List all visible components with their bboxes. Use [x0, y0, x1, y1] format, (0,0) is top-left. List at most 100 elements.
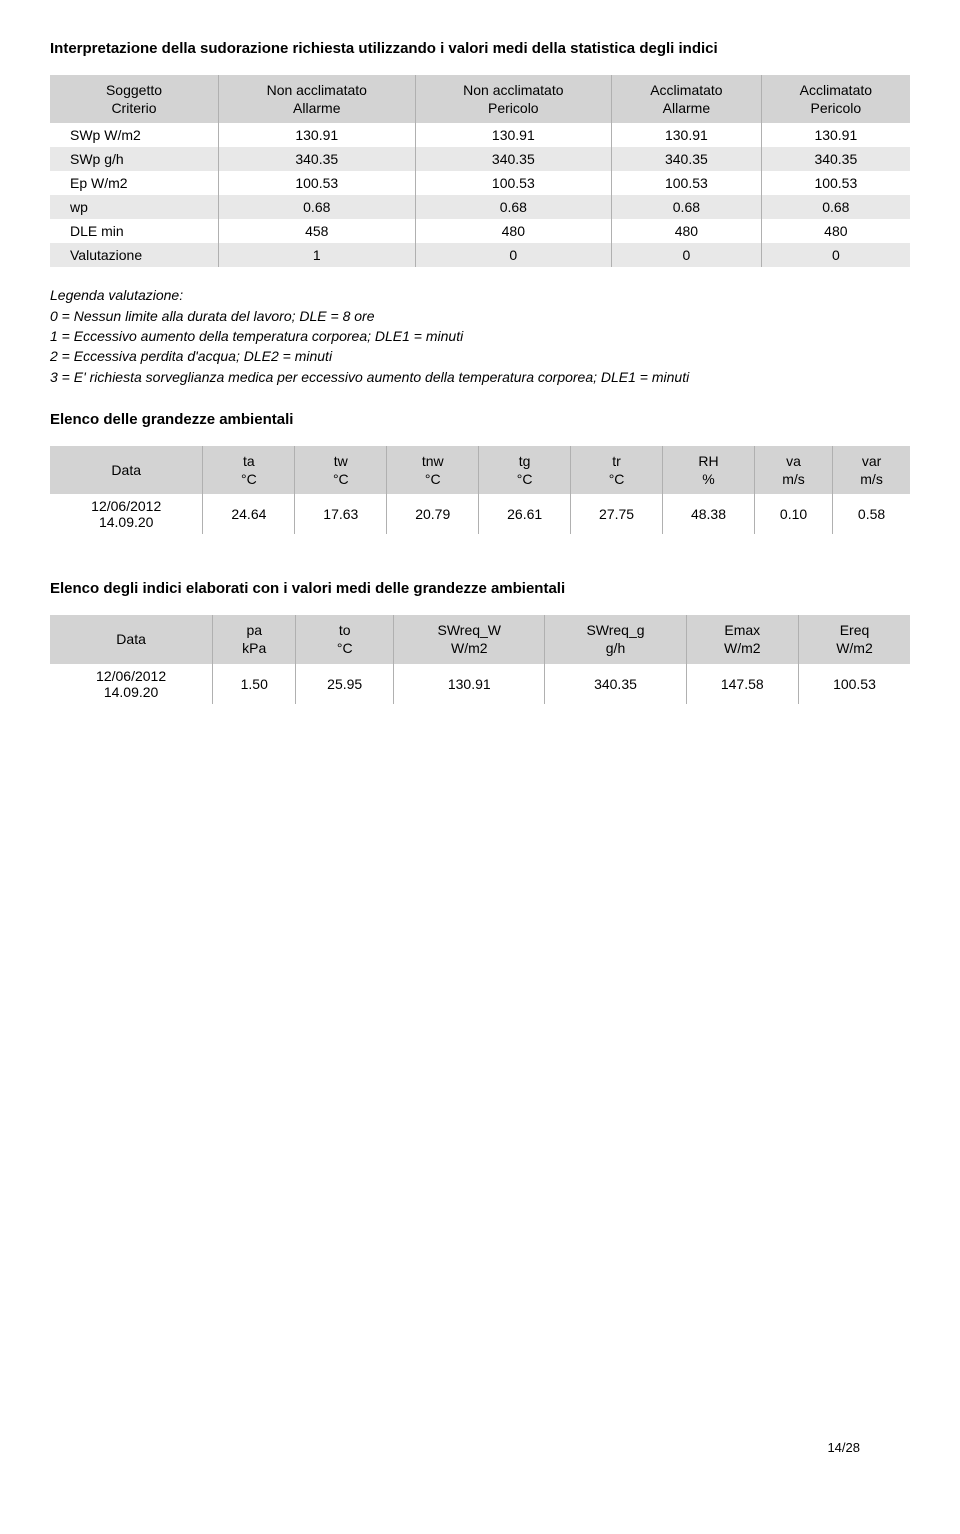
th: g/h: [606, 640, 625, 656]
cell: 1.50: [213, 664, 296, 704]
cell: 458: [219, 219, 416, 243]
th: kPa: [242, 640, 266, 656]
cell: 27.75: [571, 494, 663, 534]
section2-title: Elenco delle grandezze ambientali: [50, 411, 910, 428]
th: SWreq_W: [437, 622, 501, 638]
th: tg: [519, 453, 531, 469]
cell: 480: [415, 219, 612, 243]
cell: wp: [50, 195, 219, 219]
cell: 100.53: [612, 171, 762, 195]
table-ambient: Data ta°C tw°C tnw°C tg°C tr°C RH% vam/s…: [50, 446, 910, 534]
cell: 340.35: [761, 147, 910, 171]
cell: 147.58: [686, 664, 798, 704]
th: Pericolo: [488, 100, 539, 116]
th: W/m2: [451, 640, 488, 656]
cell: 480: [761, 219, 910, 243]
cell: 340.35: [612, 147, 762, 171]
th: W/m2: [724, 640, 761, 656]
cell: 0: [612, 243, 762, 267]
th: tnw: [422, 453, 444, 469]
cell: 100.53: [219, 171, 416, 195]
th: var: [862, 453, 881, 469]
th: Acclimatato: [650, 82, 722, 98]
th: va: [786, 453, 801, 469]
cell: 14.09.20: [104, 684, 159, 700]
table-row: Ep W/m2 100.53 100.53 100.53 100.53: [50, 171, 910, 195]
cell: Ep W/m2: [50, 171, 219, 195]
cell: 100.53: [415, 171, 612, 195]
cell: 340.35: [219, 147, 416, 171]
cell: 130.91: [612, 123, 762, 147]
th: Allarme: [293, 100, 340, 116]
cell: 26.61: [479, 494, 571, 534]
th: Pericolo: [811, 100, 862, 116]
cell: 0.58: [833, 494, 910, 534]
th: °C: [425, 471, 441, 487]
cell: 17.63: [295, 494, 387, 534]
th: Soggetto: [106, 82, 162, 98]
table-row: SWp g/h 340.35 340.35 340.35 340.35: [50, 147, 910, 171]
cell: 130.91: [219, 123, 416, 147]
cell: 480: [612, 219, 762, 243]
th: °C: [609, 471, 625, 487]
table-row: Valutazione 1 0 0 0: [50, 243, 910, 267]
page-number: 14/28: [827, 1440, 860, 1455]
th: Acclimatato: [800, 82, 872, 98]
cell: 1: [219, 243, 416, 267]
th: pa: [246, 622, 262, 638]
th: °C: [241, 471, 257, 487]
cell: DLE min: [50, 219, 219, 243]
th: Data: [111, 462, 141, 478]
table-row: DLE min 458 480 480 480: [50, 219, 910, 243]
cell: 0.10: [754, 494, 832, 534]
th: m/s: [782, 471, 805, 487]
cell: Valutazione: [50, 243, 219, 267]
cell: 340.35: [545, 664, 686, 704]
legend-line: 1 = Eccessivo aumento della temperatura …: [50, 328, 463, 344]
th: SWreq_g: [586, 622, 644, 638]
cell: 100.53: [761, 171, 910, 195]
legend-line: 3 = E' richiesta sorveglianza medica per…: [50, 369, 689, 385]
table-row: 12/06/2012 14.09.20 24.64 17.63 20.79 26…: [50, 494, 910, 534]
th: Ereq: [840, 622, 870, 638]
th: Data: [116, 631, 146, 647]
cell: 340.35: [415, 147, 612, 171]
legend-line: 2 = Eccessiva perdita d'acqua; DLE2 = mi…: [50, 348, 332, 364]
cell: 14.09.20: [99, 514, 154, 530]
th: tw: [334, 453, 348, 469]
cell: 0: [415, 243, 612, 267]
th: m/s: [860, 471, 883, 487]
cell: 48.38: [663, 494, 755, 534]
th: Criterio: [111, 100, 156, 116]
table-interpretation: Soggetto Criterio Non acclimatato Allarm…: [50, 75, 910, 267]
cell: 130.91: [761, 123, 910, 147]
th: °C: [337, 640, 353, 656]
cell: SWp W/m2: [50, 123, 219, 147]
cell: 130.91: [415, 123, 612, 147]
cell: 130.91: [394, 664, 545, 704]
table-row: SWp W/m2 130.91 130.91 130.91 130.91: [50, 123, 910, 147]
table-indices: Data pa kPa to °C SWreq_W W/m2 SWreq_g g/h E…: [50, 615, 910, 703]
table-row: 12/06/2012 14.09.20 1.50 25.95 130.91 34…: [50, 664, 910, 704]
cell: 20.79: [387, 494, 479, 534]
cell: 24.64: [203, 494, 295, 534]
cell: SWp g/h: [50, 147, 219, 171]
cell: 0.68: [415, 195, 612, 219]
th: Non acclimatato: [267, 82, 367, 98]
cell: 100.53: [798, 664, 910, 704]
th: °C: [333, 471, 349, 487]
section3-title: Elenco degli indici elaborati con i valo…: [50, 580, 910, 597]
table1-body: SWp W/m2 130.91 130.91 130.91 130.91 SWp…: [50, 123, 910, 267]
legend-block: Legenda valutazione: 0 = Nessun limite a…: [50, 285, 910, 386]
cell: 0: [761, 243, 910, 267]
cell: 0.68: [219, 195, 416, 219]
th: Emax: [724, 622, 760, 638]
th: Allarme: [663, 100, 710, 116]
section1-title: Interpretazione della sudorazione richie…: [50, 40, 910, 57]
th: ta: [243, 453, 255, 469]
th: °C: [517, 471, 533, 487]
cell: 25.95: [296, 664, 394, 704]
legend-line: Legenda valutazione:: [50, 287, 183, 303]
th: %: [702, 471, 714, 487]
th: to: [339, 622, 351, 638]
